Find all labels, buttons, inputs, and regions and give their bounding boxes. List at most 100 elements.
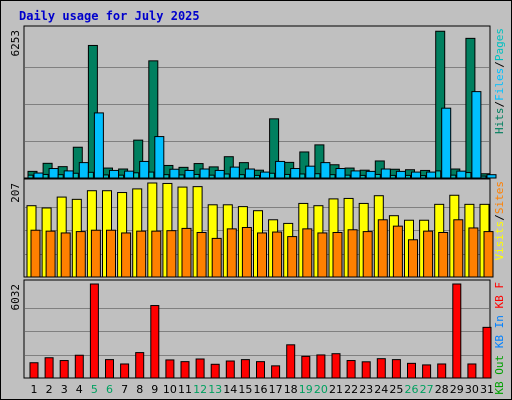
legend-item-kb-in: KB In: [493, 315, 506, 348]
bar-sites-day-25: [392, 225, 403, 278]
bar-files-day-5: [93, 112, 104, 179]
x-tick-label: 16: [254, 383, 268, 396]
bars: [26, 30, 497, 379]
bar-kb-f-day-12: [195, 358, 205, 379]
bar-files-day-10: [169, 168, 180, 179]
bar-files-day-20: [320, 162, 331, 179]
x-tick-label: 24: [374, 383, 388, 396]
bar-sites-day-29: [453, 219, 464, 278]
legend-bottom: KB Out KB In KB F: [493, 282, 506, 395]
x-tick-label: 13: [208, 383, 222, 396]
bar-kb-f-day-23: [361, 361, 371, 379]
x-tick-label: 27: [420, 383, 434, 396]
bar-kb-f-day-29: [452, 283, 462, 379]
bar-files-day-25: [395, 170, 406, 179]
bar-kb-f-day-2: [44, 357, 54, 379]
legend-separator: /: [493, 101, 506, 108]
bar-kb-f-day-15: [240, 359, 250, 379]
legend-separator: [493, 309, 506, 316]
bar-files-day-24: [380, 168, 391, 179]
bar-kb-f-day-11: [180, 361, 190, 379]
bar-files-day-11: [184, 169, 195, 179]
legend-item-kb-f: KB F: [493, 282, 506, 309]
bar-files-day-8: [139, 160, 150, 179]
bar-sites-day-9: [151, 230, 162, 278]
bar-pages-day-5: [87, 171, 94, 179]
bar-sites-day-12: [196, 231, 207, 278]
x-tick-label: 12: [193, 383, 207, 396]
x-axis-labels: 1 2 3 4 5 6 7 8 9 10 11 12 13 14 15 16 17 18 19 20 21 22 23 24 2…: [31, 383, 495, 396]
bar-sites-day-16: [257, 232, 267, 278]
legend-separator: [493, 348, 506, 355]
bar-pages-day-31: [480, 175, 487, 179]
bar-files-day-6: [109, 169, 119, 179]
bar-kb-f-day-8: [135, 352, 145, 379]
bar-sites-day-17: [272, 231, 283, 278]
bar-pages-day-10: [163, 174, 170, 179]
bar-kb-f-day-3: [59, 360, 69, 379]
bar-pages-day-19: [299, 173, 306, 179]
bar-pages-day-20: [314, 173, 321, 179]
bar-sites-day-31: [483, 231, 494, 278]
bar-files-day-18: [290, 168, 301, 179]
bar-files-day-3: [63, 170, 74, 179]
bar-pages-day-24: [374, 173, 381, 179]
bar-sites-day-21: [332, 231, 343, 278]
bar-pages-day-21: [329, 174, 336, 179]
bar-files-day-1: [33, 172, 44, 179]
bar-files-day-30: [471, 91, 482, 179]
x-tick-label: 2: [46, 383, 53, 396]
bar-pages-day-15: [238, 174, 245, 179]
bar-sites-day-18: [287, 236, 298, 278]
x-tick-label: 30: [465, 383, 479, 396]
x-tick-label: 18: [284, 383, 298, 396]
bar-sites-day-13: [211, 237, 222, 278]
bar-sites-day-28: [438, 231, 449, 278]
bar-sites-day-6: [106, 229, 116, 278]
bar-pages-day-11: [178, 174, 185, 179]
bar-sites-day-5: [90, 229, 101, 278]
bar-files-day-14: [229, 166, 240, 179]
bar-pages-day-8: [133, 172, 140, 179]
bar-pages-day-7: [118, 174, 125, 179]
legend-item-files: Files: [493, 68, 506, 101]
x-tick-label: 5: [91, 383, 98, 396]
legend-separator: /: [493, 214, 506, 221]
legend-top: Hits/Files/Pages: [493, 28, 506, 134]
legend-item-kb-out: KB Out: [493, 355, 506, 395]
bar-files-day-2: [48, 168, 59, 179]
bar-kb-f-day-31: [482, 326, 492, 379]
bar-pages-day-17: [269, 172, 276, 179]
x-tick-label: 9: [151, 383, 158, 396]
bar-pages-day-3: [57, 174, 64, 179]
bar-pages-day-14: [223, 173, 230, 179]
x-tick-label: 31: [480, 383, 494, 396]
bar-kb-f-day-27: [422, 364, 432, 379]
bar-files-day-28: [441, 107, 452, 179]
bar-kb-f-day-18: [286, 344, 296, 379]
bar-kb-f-day-7: [120, 363, 130, 379]
x-tick-label: 6: [106, 383, 113, 396]
bar-sites-day-8: [136, 230, 147, 278]
x-tick-label: 14: [223, 383, 237, 396]
bar-kb-f-day-6: [105, 359, 114, 379]
legend-item-hits: Hits: [493, 108, 506, 135]
bar-kb-f-day-4: [74, 354, 84, 379]
bar-sites-day-23: [362, 231, 373, 278]
x-tick-label: 3: [61, 383, 68, 396]
bar-kb-f-day-10: [165, 359, 175, 379]
bar-files-day-9: [154, 136, 165, 179]
x-tick-label: 10: [163, 383, 177, 396]
bar-files-day-17: [275, 160, 286, 179]
y-max-label: 207: [9, 183, 22, 203]
bar-sites-day-15: [241, 227, 252, 278]
bar-files-day-23: [365, 170, 376, 179]
bar-sites-day-27: [423, 230, 434, 278]
bar-sites-day-7: [121, 232, 132, 278]
bar-kb-f-day-30: [467, 363, 477, 379]
bar-sites-day-24: [377, 219, 388, 278]
bar-files-day-16: [260, 171, 270, 179]
legend-item-pages: Pages: [493, 28, 506, 61]
bar-kb-f-day-13: [210, 363, 220, 379]
